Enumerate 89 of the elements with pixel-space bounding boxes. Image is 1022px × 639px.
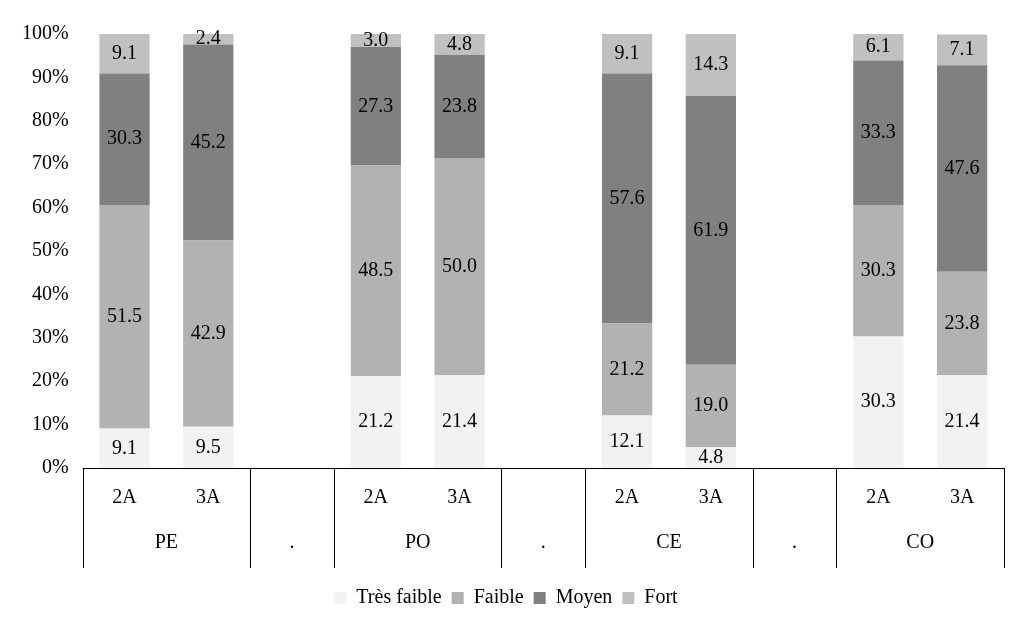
bar <box>350 375 401 468</box>
bar <box>936 34 988 66</box>
bar <box>685 96 736 365</box>
y-tick-label: 0% <box>41 455 69 478</box>
data-label: 21.2 <box>358 409 394 432</box>
x-tick-label: 3A <box>447 485 473 508</box>
data-label: 45.2 <box>190 129 226 152</box>
data-label: 12.1 <box>609 428 645 451</box>
y-tick-label: 40% <box>31 281 69 304</box>
bar <box>183 44 234 241</box>
bar <box>601 34 653 74</box>
data-label: 61.9 <box>693 217 729 240</box>
text: PO <box>404 530 431 553</box>
bar <box>99 428 150 468</box>
data-label: 30.3 <box>107 126 143 149</box>
bar <box>853 60 904 205</box>
data-label: 23.8 <box>944 310 980 333</box>
data-label: 4.8 <box>698 444 724 467</box>
bar <box>685 34 736 97</box>
text: . <box>792 530 798 553</box>
data-label: 21.4 <box>944 408 980 431</box>
y-tick-label: 80% <box>31 108 69 131</box>
x-tick-label: 2A <box>112 485 138 508</box>
text: . <box>540 530 546 553</box>
y-tick-label: 30% <box>31 325 69 348</box>
legend-label: Faible <box>473 585 524 608</box>
legend-label: Moyen <box>555 585 613 609</box>
bar <box>183 240 234 427</box>
data-label: 7.1 <box>949 37 975 60</box>
bar <box>99 205 150 429</box>
data-label: 9.1 <box>112 435 138 458</box>
bar <box>936 65 988 272</box>
bar <box>936 271 988 376</box>
data-label: 19.0 <box>693 393 729 416</box>
data-label: 21.2 <box>609 356 645 379</box>
bar <box>350 47 401 166</box>
text: . <box>289 530 295 553</box>
data-label: 48.5 <box>358 258 394 280</box>
data-label: 6.1 <box>865 34 891 57</box>
y-tick-label: 70% <box>31 151 69 174</box>
y-tick-label: 100% <box>21 21 69 44</box>
data-label: 23.8 <box>442 93 478 116</box>
data-label: 2.4 <box>195 26 221 49</box>
y-tick-label: 50% <box>31 238 69 261</box>
x-tick-label: 2A <box>614 485 640 508</box>
text: CE <box>656 530 682 553</box>
data-label: 9.1 <box>112 41 138 63</box>
bar <box>601 73 653 324</box>
data-label: 47.6 <box>944 155 980 178</box>
bar <box>685 364 736 448</box>
y-tick-label: 20% <box>31 368 69 391</box>
x-tick-label: 2A <box>866 485 892 508</box>
x-tick-label: 3A <box>949 485 975 508</box>
bar <box>853 205 904 337</box>
bar <box>601 323 653 416</box>
legend-label: Très faible <box>356 585 442 608</box>
bar <box>99 73 150 205</box>
bar <box>434 158 485 376</box>
data-label: 3.0 <box>363 27 389 50</box>
data-label: 51.5 <box>107 304 143 326</box>
data-label: 4.8 <box>447 31 473 54</box>
y-tick-label: 90% <box>31 64 69 87</box>
data-label: 27.3 <box>358 93 394 116</box>
data-label: 30.3 <box>860 258 896 280</box>
y-tick-label: 10% <box>31 411 69 434</box>
y-tick-label: 60% <box>31 194 69 217</box>
data-label: 9.1 <box>614 41 640 63</box>
x-tick-label: 3A <box>698 485 724 508</box>
bar <box>350 165 401 376</box>
legend-label: Fort <box>644 585 679 608</box>
data-label: 14.3 <box>693 52 729 75</box>
data-label: 21.4 <box>442 408 478 431</box>
bar <box>936 375 988 468</box>
x-tick-label: 3A <box>196 485 222 508</box>
data-label: 33.3 <box>860 119 896 142</box>
data-label: 57.6 <box>609 185 645 208</box>
data-label: 9.5 <box>195 434 221 457</box>
bar <box>434 54 485 159</box>
bar <box>99 34 150 74</box>
x-tick-label: 2A <box>363 485 389 508</box>
bar <box>601 415 653 468</box>
bar <box>853 336 904 468</box>
data-label: 42.9 <box>190 320 226 343</box>
bar <box>434 375 485 468</box>
data-label: 30.3 <box>860 389 896 412</box>
data-label: 50.0 <box>442 253 478 276</box>
bar <box>183 426 234 468</box>
text: PE <box>154 530 179 553</box>
text: CO <box>906 530 935 553</box>
